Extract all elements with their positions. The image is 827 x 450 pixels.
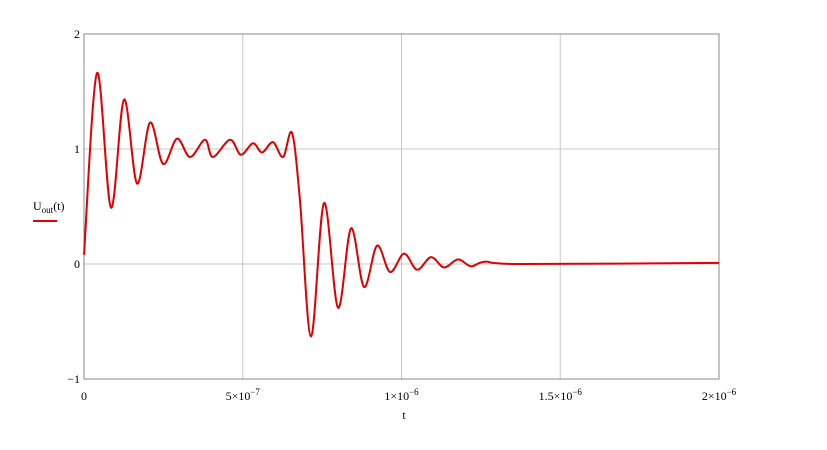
y-tick-label: 2: [74, 27, 80, 41]
plot-frame: [83, 33, 720, 380]
y-axis-label: Uout(t): [33, 199, 65, 215]
x-tick-label: 1.5×10−6: [539, 387, 583, 403]
x-tick-label: 5×10−7: [226, 387, 261, 403]
y-tick-label: −1: [67, 372, 80, 386]
x-axis-label: t: [402, 408, 406, 422]
y-tick-label: 1: [74, 142, 80, 156]
x-tick-label: 1×10−6: [384, 387, 419, 403]
x-tick-label: 0: [81, 389, 87, 403]
data-line: [83, 72, 720, 338]
y-tick-label: 0: [74, 257, 80, 271]
x-tick-label: 2×10−6: [702, 387, 737, 403]
